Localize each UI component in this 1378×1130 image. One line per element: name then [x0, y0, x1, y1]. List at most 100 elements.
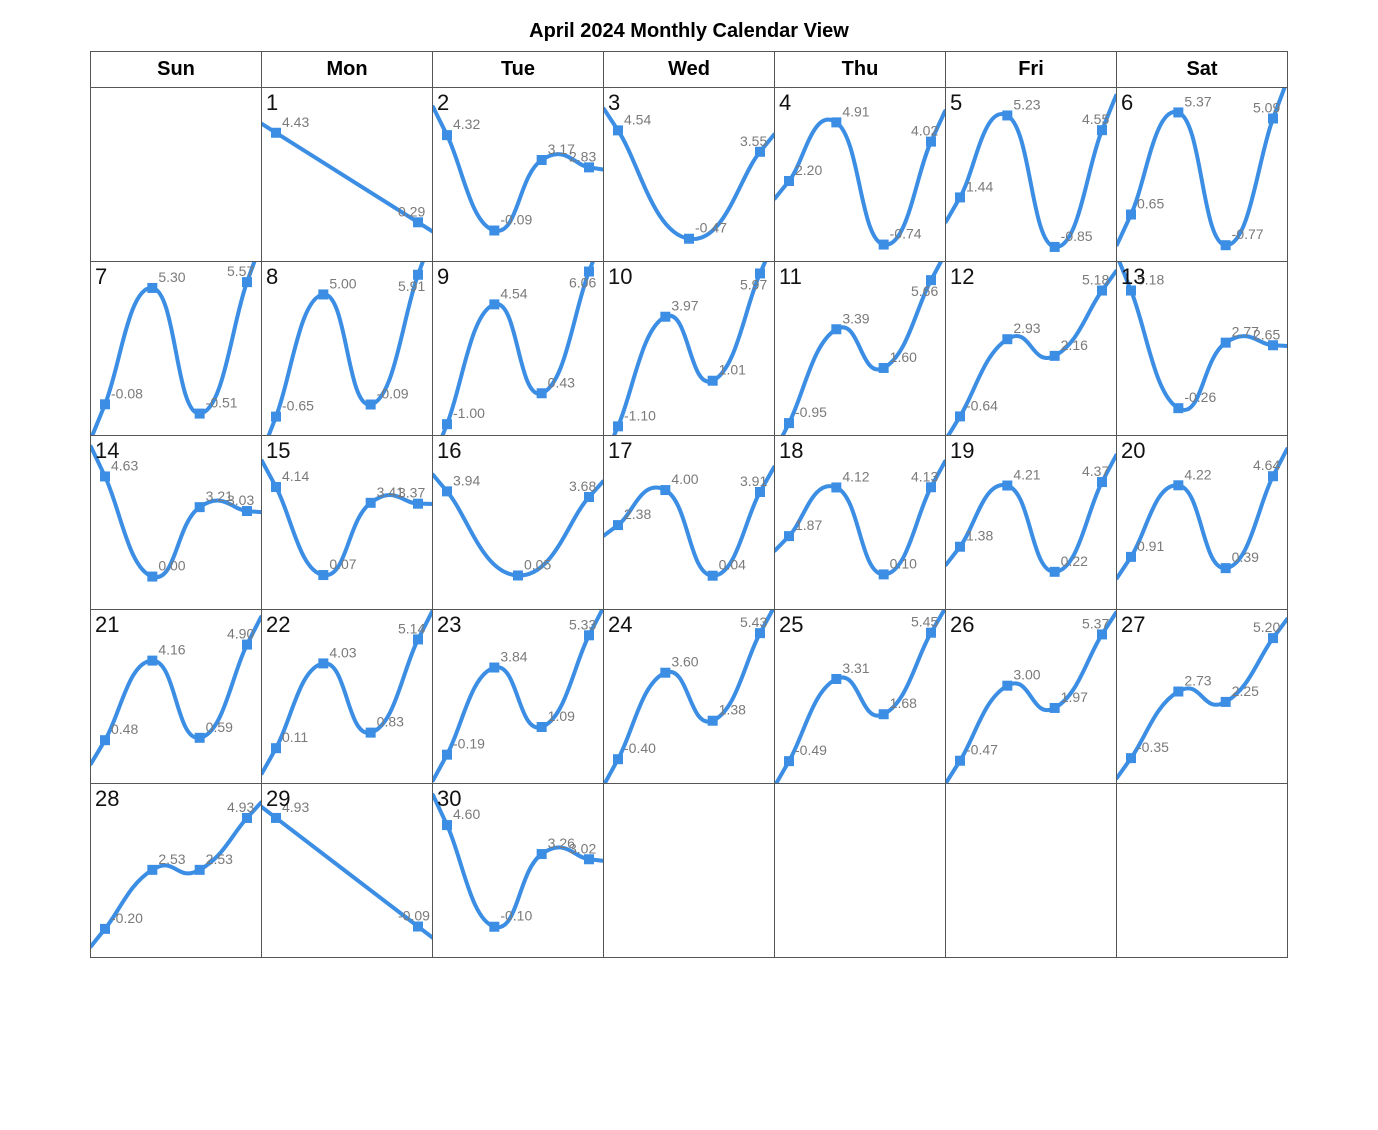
data-label: 0.10 — [890, 555, 917, 571]
calendar-cell: 25-0.493.311.685.45 — [775, 610, 946, 784]
data-marker — [489, 226, 499, 236]
day-sparkline: 0.655.37-0.775.09 — [1117, 88, 1287, 261]
day-number: 16 — [437, 438, 461, 464]
data-marker — [831, 674, 841, 684]
data-label: 0.65 — [1137, 196, 1164, 212]
day-number: 8 — [266, 264, 278, 290]
data-marker — [537, 722, 547, 732]
calendar-cell — [775, 784, 946, 958]
day-sparkline: 4.430.29 — [262, 88, 432, 261]
data-marker — [831, 117, 841, 127]
data-label: 2.53 — [206, 851, 233, 867]
data-marker — [366, 400, 376, 410]
data-label: 5.45 — [911, 614, 938, 630]
day-number: 20 — [1121, 438, 1145, 464]
data-label: -0.85 — [1061, 228, 1093, 244]
data-marker — [660, 485, 670, 495]
data-marker — [1126, 210, 1136, 220]
data-marker — [1050, 703, 1060, 713]
data-label: -0.09 — [377, 386, 409, 402]
data-marker — [784, 176, 794, 186]
data-label: 5.37 — [1184, 93, 1211, 109]
data-marker — [879, 569, 889, 579]
weekday-header: Fri — [946, 52, 1117, 88]
data-label: 5.20 — [1253, 619, 1280, 635]
data-label: 0.11 — [282, 729, 308, 745]
spark-line — [604, 109, 774, 239]
calendar-cell — [1117, 784, 1288, 958]
data-marker — [271, 743, 281, 753]
day-number: 25 — [779, 612, 803, 638]
data-label: 4.54 — [624, 111, 651, 127]
data-marker — [147, 572, 157, 582]
data-marker — [784, 531, 794, 541]
data-label: 5.91 — [398, 278, 425, 294]
data-label: 5.30 — [158, 269, 185, 285]
data-label: 4.93 — [227, 799, 254, 815]
calendar-cell: 11-0.953.391.605.66 — [775, 262, 946, 436]
data-label: 5.18 — [1082, 272, 1109, 288]
data-label: -0.65 — [282, 398, 314, 414]
data-marker — [147, 283, 157, 293]
calendar-cell: 163.940.053.68 — [433, 436, 604, 610]
data-label: 5.00 — [329, 275, 356, 291]
data-label: 4.21 — [1013, 467, 1040, 483]
data-label: 0.04 — [719, 557, 746, 573]
data-marker — [366, 498, 376, 508]
day-number: 1 — [266, 90, 278, 116]
weekday-header: Wed — [604, 52, 775, 88]
weekday-header: Thu — [775, 52, 946, 88]
data-label: 3.03 — [227, 492, 254, 508]
data-marker — [708, 376, 718, 386]
data-marker — [1050, 242, 1060, 252]
data-label: 3.37 — [398, 485, 425, 501]
data-label: -0.09 — [398, 908, 430, 924]
day-number: 4 — [779, 90, 791, 116]
data-marker — [1126, 753, 1136, 763]
data-label: 3.97 — [671, 298, 698, 314]
data-marker — [1221, 563, 1231, 573]
data-label: 4.00 — [671, 471, 698, 487]
data-marker — [271, 412, 281, 422]
data-marker — [955, 411, 965, 421]
data-label: 4.55 — [1082, 111, 1109, 127]
data-label: 0.29 — [398, 203, 425, 219]
data-label: 3.91 — [740, 473, 767, 489]
day-sparkline: -0.65 5.00 -0.09 5.91 — [262, 262, 432, 435]
calendar-cell: 7-0.085.30-0.515.57 — [91, 262, 262, 436]
data-marker — [1173, 687, 1183, 697]
calendar-week-row: 28-0.202.532.534.93294.93-0.09304.60-0.1… — [91, 784, 1288, 958]
data-marker — [537, 388, 547, 398]
data-label: -0.09 — [500, 212, 532, 228]
day-sparkline: -0.085.30-0.515.57 — [91, 262, 261, 435]
data-label: 4.02 — [911, 123, 938, 139]
data-label: 4.16 — [158, 642, 185, 658]
data-marker — [100, 735, 110, 745]
data-label: 2.16 — [1061, 337, 1088, 353]
data-marker — [955, 756, 965, 766]
data-marker — [1173, 403, 1183, 413]
data-label: 1.38 — [966, 528, 993, 544]
calendar-cell: 210.484.160.594.90 — [91, 610, 262, 784]
calendar-week-row: 7-0.085.30-0.515.578-0.655.00-0.095.919-… — [91, 262, 1288, 436]
weekday-header: Sat — [1117, 52, 1288, 88]
data-label: 4.37 — [1082, 463, 1109, 479]
data-marker — [613, 754, 623, 764]
data-label: -0.10 — [500, 908, 532, 924]
data-marker — [879, 363, 889, 373]
day-number: 11 — [779, 264, 802, 290]
calendar-cell — [604, 784, 775, 958]
data-label: 5.23 — [1013, 96, 1040, 112]
data-label: 3.39 — [842, 310, 869, 326]
day-number: 24 — [608, 612, 632, 638]
calendar-cell: 144.630.003.213.03 — [91, 436, 262, 610]
day-sparkline: 1.445.23-0.854.55 — [946, 88, 1116, 261]
data-label: 0.59 — [206, 719, 233, 735]
data-marker — [271, 128, 281, 138]
day-number: 14 — [95, 438, 119, 464]
calendar-week-row: 144.630.003.213.03154.140.073.413.37163.… — [91, 436, 1288, 610]
data-marker — [318, 658, 328, 668]
data-marker — [831, 324, 841, 334]
day-number: 10 — [608, 264, 632, 290]
data-label: 2.65 — [1253, 326, 1280, 342]
